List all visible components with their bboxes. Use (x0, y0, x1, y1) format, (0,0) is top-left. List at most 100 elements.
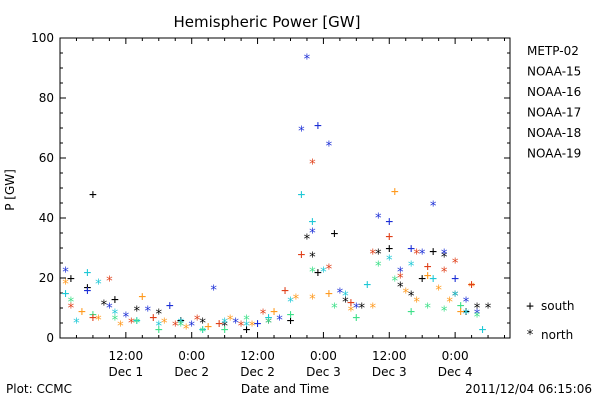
point-noaa-16-1: * (73, 317, 81, 332)
point-metp-02-22: * (407, 290, 415, 305)
point-metp-02-24: + (429, 245, 437, 260)
point-noaa-18-15: * (369, 302, 377, 317)
point-noaa-19-11: + (298, 248, 306, 263)
point-metp-02-8: * (199, 317, 207, 332)
point-noaa-16-17: + (363, 278, 371, 293)
point-noaa-18-2: * (95, 314, 103, 329)
point-noaa-15-1: + (84, 284, 92, 299)
point-noaa-16-8: + (199, 323, 207, 338)
point-metp-02-12: + (287, 314, 295, 329)
point-noaa-17-10: + (287, 308, 295, 323)
point-noaa-18-7: + (204, 320, 212, 335)
point-noaa-18-1: + (78, 305, 86, 320)
x-tick-time-2: 12:00 (240, 349, 275, 363)
point-noaa-15-26: * (462, 296, 470, 311)
point-noaa-17-15: * (391, 275, 399, 290)
point-noaa-17-19: + (457, 299, 465, 314)
point-noaa-18-11: * (292, 293, 300, 308)
point-metp-02-21: * (396, 281, 404, 296)
x-axis: 12:00 Dec 1 0:00 Dec 2 12:00 Dec 2 0:00 Dec 3 12… (59, 38, 506, 379)
y-tick-label-1: 20 (39, 271, 54, 285)
point-noaa-15-17: * (352, 302, 360, 317)
point-noaa-15-13: * (309, 227, 317, 242)
point-metp-02-29: * (484, 302, 492, 317)
x-tick-time-3: 0:00 (310, 349, 337, 363)
x-axis-label: Date and Time (241, 382, 329, 396)
point-noaa-19-2: * (105, 275, 113, 290)
point-noaa-16-10: * (243, 320, 251, 335)
point-noaa-18-5: * (160, 317, 168, 332)
point-noaa-16-15: * (320, 266, 328, 281)
point-noaa-19-12: * (309, 158, 317, 173)
point-noaa-16-4: * (111, 308, 119, 323)
x-tick-time-0: 12:00 (109, 349, 144, 363)
point-noaa-16-18: * (385, 254, 393, 269)
point-metp-02-16: + (330, 227, 338, 242)
point-noaa-17-0: * (67, 296, 75, 311)
point-noaa-17-20: * (473, 311, 481, 326)
point-noaa-17-13: + (352, 311, 360, 326)
point-noaa-15-23: * (429, 200, 437, 215)
x-tick-time-1: 0:00 (178, 349, 205, 363)
legend: METP-02 NOAA-15 NOAA-16 NOAA-17 NOAA-18 NOAA-… (527, 44, 581, 161)
point-noaa-15-21: + (407, 242, 415, 257)
footer-plot-credit: Plot: CCMC (6, 382, 72, 396)
point-metp-02-20: + (385, 242, 393, 257)
point-noaa-15-8: * (232, 317, 240, 332)
point-metp-02-19: * (374, 248, 382, 263)
legend-noaa-16: NOAA-16 (527, 85, 581, 99)
point-noaa-16-20: + (429, 272, 437, 287)
point-noaa-18-3: * (116, 320, 124, 335)
point-noaa-15-24: * (440, 248, 448, 263)
point-noaa-15-3: * (122, 311, 130, 326)
point-noaa-16-14: + (309, 215, 317, 230)
y-axis-label: P [GW] (3, 169, 17, 211)
point-noaa-19-1: + (89, 311, 97, 326)
y-tick-label-3: 60 (39, 151, 54, 165)
y-tick-label-0: 0 (46, 331, 54, 345)
point-noaa-17-18: * (440, 305, 448, 320)
y-axis: 0 20 40 60 80 100 (31, 31, 510, 345)
point-metp-02-15: + (314, 266, 322, 281)
point-noaa-15-22: * (418, 248, 426, 263)
point-noaa-15-4: * (144, 305, 152, 320)
y-tick-label-4: 80 (39, 91, 54, 105)
legend-noaa-17: NOAA-17 (527, 106, 581, 120)
point-noaa-18-20: * (435, 284, 443, 299)
point-noaa-15-7: * (210, 284, 218, 299)
point-metp-02-5: * (133, 305, 141, 320)
marker-legend-north-symbol: * (526, 328, 534, 343)
point-noaa-15-14: + (314, 119, 322, 134)
marker-legend-south-label: south (541, 299, 575, 313)
point-metp-02-3: * (100, 299, 108, 314)
point-noaa-17-14: * (374, 260, 382, 275)
point-metp-02-27: + (462, 305, 470, 320)
point-noaa-19-5: * (171, 320, 179, 335)
point-noaa-16-0: + (62, 287, 70, 302)
point-noaa-15-20: * (396, 266, 404, 281)
point-metp-02-7: + (177, 314, 185, 329)
point-noaa-18-13: + (325, 287, 333, 302)
point-noaa-17-8: * (243, 314, 251, 329)
point-noaa-15-19: + (385, 215, 393, 230)
point-noaa-19-8: * (237, 320, 245, 335)
point-noaa-19-22: + (468, 278, 476, 293)
point-noaa-17-5: * (177, 320, 185, 335)
point-noaa-16-2: + (84, 266, 92, 281)
point-noaa-19-6: * (193, 314, 201, 329)
point-noaa-15-2: * (105, 302, 113, 317)
point-noaa-17-9: * (265, 317, 273, 332)
point-noaa-15-5: + (166, 299, 174, 314)
point-noaa-17-11: * (309, 266, 317, 281)
point-noaa-18-17: * (402, 287, 410, 302)
point-noaa-19-19: + (424, 260, 432, 275)
point-noaa-18-22: + (457, 305, 465, 320)
point-noaa-16-9: * (221, 317, 229, 332)
legend-metp-02: METP-02 (527, 44, 579, 58)
legend-noaa-15: NOAA-15 (527, 65, 581, 79)
point-noaa-16-12: * (287, 296, 295, 311)
point-metp-02-28: * (473, 302, 481, 317)
point-metp-02-23: + (418, 272, 426, 287)
x-tick-time-4: 12:00 (372, 349, 407, 363)
